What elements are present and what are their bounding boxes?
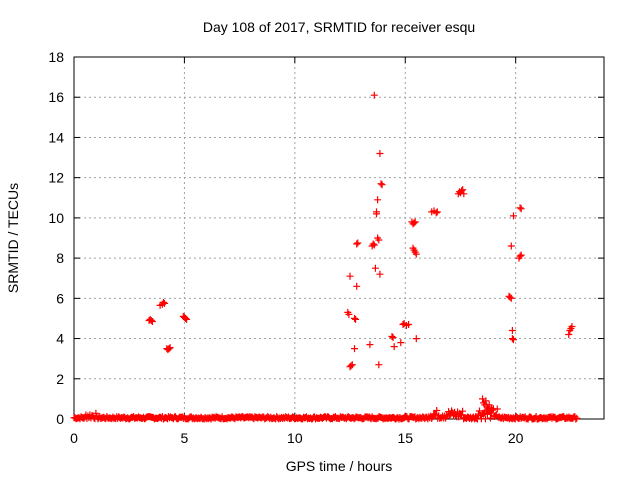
data-point bbox=[390, 343, 398, 351]
data-point bbox=[373, 208, 380, 216]
data-point bbox=[493, 405, 501, 413]
data-point bbox=[164, 346, 172, 354]
data-point bbox=[412, 250, 420, 258]
data-point bbox=[516, 252, 524, 260]
x-tick-labels: 0 5 10 15 20 bbox=[70, 430, 524, 446]
data-point bbox=[568, 323, 576, 330]
data-point bbox=[371, 264, 379, 272]
y-tick-labels: 0 2 4 6 8 10 12 14 16 18 bbox=[48, 49, 64, 427]
data-point bbox=[375, 236, 383, 244]
x-tick-label: 0 bbox=[70, 430, 78, 446]
data-point bbox=[366, 341, 374, 349]
data-point bbox=[183, 315, 191, 323]
y-tick-label: 0 bbox=[56, 411, 64, 427]
data-point bbox=[351, 345, 358, 353]
data-point bbox=[374, 196, 382, 204]
data-point bbox=[370, 241, 378, 249]
data-point bbox=[165, 345, 173, 353]
y-axis-label: SRMTID / TECUs bbox=[5, 183, 21, 293]
y-tick-label: 12 bbox=[48, 170, 64, 186]
y-tick-label: 2 bbox=[56, 371, 64, 387]
data-point bbox=[433, 208, 441, 216]
data-points bbox=[70, 91, 581, 423]
data-point bbox=[353, 282, 361, 290]
data-point bbox=[432, 410, 440, 418]
data-point bbox=[147, 317, 155, 324]
data-point bbox=[506, 293, 514, 301]
data-point bbox=[345, 310, 353, 318]
data-point bbox=[507, 294, 515, 302]
y-tick-label: 6 bbox=[56, 290, 64, 306]
data-point bbox=[378, 181, 386, 189]
data-point bbox=[507, 242, 515, 250]
x-tick-label: 10 bbox=[287, 430, 303, 446]
data-point bbox=[412, 335, 420, 343]
x-axis-label: GPS time / hours bbox=[286, 458, 393, 474]
data-point bbox=[388, 333, 396, 340]
data-point bbox=[161, 299, 168, 307]
data-point bbox=[432, 209, 440, 217]
x-tick-label: 5 bbox=[181, 430, 189, 446]
data-point bbox=[369, 240, 377, 248]
data-point bbox=[487, 409, 495, 417]
data-point bbox=[376, 270, 384, 278]
y-tick-label: 4 bbox=[56, 331, 64, 347]
y-tick-label: 10 bbox=[48, 210, 64, 226]
data-point bbox=[347, 362, 355, 370]
y-tick-label: 18 bbox=[48, 49, 64, 65]
data-point bbox=[352, 315, 360, 323]
data-point bbox=[573, 414, 581, 422]
data-point bbox=[148, 318, 156, 325]
data-point bbox=[405, 321, 413, 328]
data-point bbox=[182, 314, 189, 322]
data-point bbox=[92, 409, 100, 417]
data-point bbox=[433, 407, 441, 414]
data-point bbox=[411, 218, 419, 226]
data-point bbox=[354, 239, 362, 247]
data-point bbox=[159, 298, 167, 306]
data-point bbox=[351, 314, 358, 322]
axis-ticks bbox=[73, 56, 604, 420]
y-tick-label: 16 bbox=[48, 89, 64, 105]
data-point bbox=[508, 335, 516, 343]
data-point bbox=[516, 204, 524, 212]
data-point bbox=[348, 361, 356, 369]
data-point bbox=[508, 327, 516, 334]
y-tick-label: 14 bbox=[48, 129, 64, 145]
x-tick-label: 20 bbox=[508, 430, 524, 446]
data-point bbox=[565, 331, 573, 338]
data-point bbox=[397, 339, 405, 347]
data-point bbox=[459, 407, 467, 415]
data-point bbox=[517, 251, 525, 259]
data-point bbox=[370, 91, 378, 99]
data-point bbox=[377, 180, 385, 188]
data-point bbox=[346, 272, 354, 280]
data-point bbox=[375, 361, 383, 369]
data-point bbox=[460, 190, 468, 198]
data-point bbox=[459, 186, 467, 194]
data-point bbox=[410, 219, 418, 227]
grid-lines bbox=[74, 57, 604, 419]
data-point bbox=[486, 414, 494, 422]
data-point bbox=[510, 336, 517, 344]
data-point bbox=[517, 205, 525, 213]
data-point bbox=[482, 397, 490, 405]
data-point bbox=[572, 415, 580, 423]
data-point bbox=[510, 212, 517, 220]
data-point bbox=[353, 240, 361, 248]
plot-frame bbox=[73, 56, 605, 420]
data-point bbox=[376, 150, 384, 157]
data-point bbox=[485, 401, 493, 409]
y-tick-label: 8 bbox=[56, 250, 64, 266]
chart-title: Day 108 of 2017, SRMTID for receiver esq… bbox=[203, 19, 475, 35]
data-point bbox=[389, 334, 397, 342]
x-tick-label: 15 bbox=[397, 430, 413, 446]
data-point bbox=[481, 415, 489, 423]
